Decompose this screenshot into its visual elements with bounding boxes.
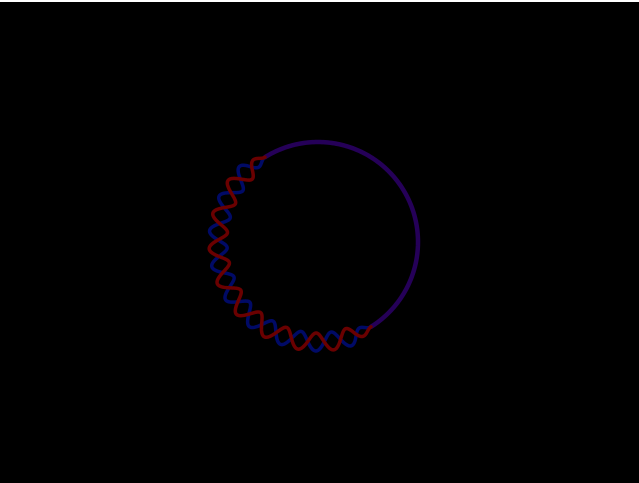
ring-arc — [262, 139, 421, 330]
wave-strand-blue — [207, 155, 373, 353]
top-border-strip — [0, 0, 639, 2]
wave-strand-red — [207, 155, 373, 352]
